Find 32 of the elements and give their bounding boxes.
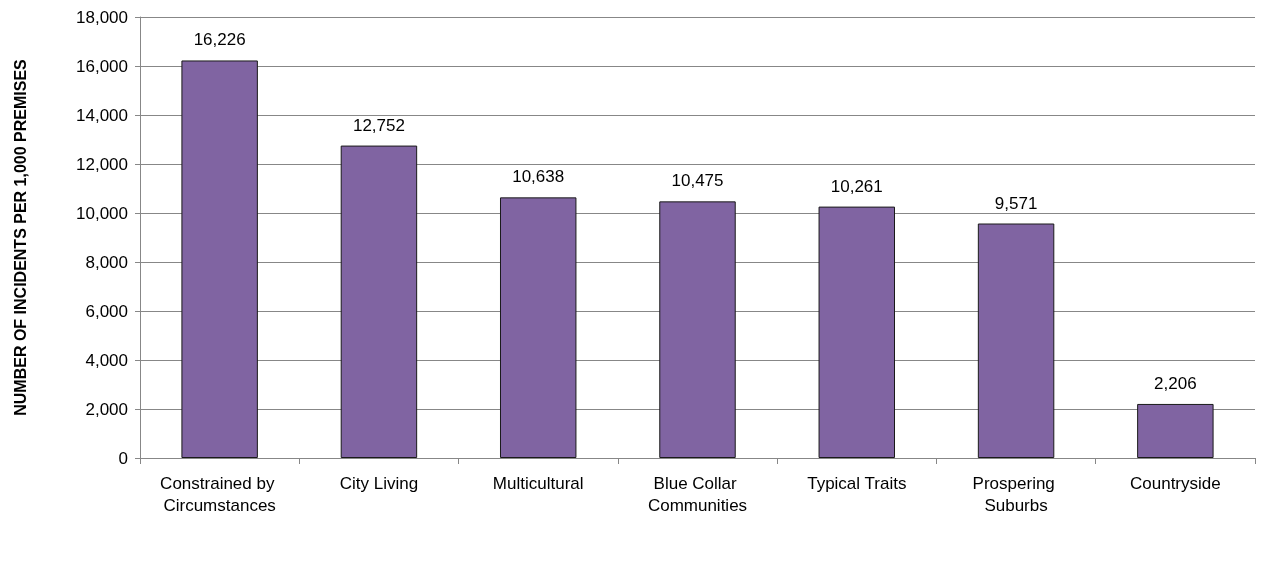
bar xyxy=(181,60,258,458)
data-label: 9,571 xyxy=(994,193,1038,213)
y-axis-title: NUMBER OF INCIDENTS PER 1,000 PREMISES xyxy=(11,58,29,416)
y-tick-label: 18,000 xyxy=(76,7,128,27)
y-tick-label: 10,000 xyxy=(76,203,128,223)
data-label: 12,752 xyxy=(352,115,405,135)
x-tick-label: Blue Collar Communities xyxy=(647,473,748,515)
y-tick-label: 16,000 xyxy=(76,56,128,76)
y-tick-label: 6,000 xyxy=(85,301,128,321)
bar xyxy=(818,206,896,458)
x-tick-label: Typical Traits xyxy=(807,473,907,493)
y-tick-label: 14,000 xyxy=(76,105,128,125)
x-tick-label: Countryside xyxy=(1130,473,1221,493)
y-tick-label: 8,000 xyxy=(85,252,128,272)
y-tick-label: 12,000 xyxy=(76,154,128,174)
y-tick-label: 0 xyxy=(118,448,128,468)
data-label: 10,261 xyxy=(830,176,883,196)
data-label: 10,475 xyxy=(671,171,724,191)
data-label: 2,206 xyxy=(1154,373,1197,393)
data-label: 16,226 xyxy=(193,30,246,50)
bar xyxy=(977,223,1055,458)
bar xyxy=(659,201,736,458)
x-tick-label: Multicultural xyxy=(492,473,584,493)
x-tick-label: Prospering Suburbs xyxy=(972,473,1060,515)
bar xyxy=(499,197,577,458)
y-tick-label: 2,000 xyxy=(85,399,128,419)
x-tick-label: Constrained by Circumstances xyxy=(160,473,280,515)
bar xyxy=(1137,403,1214,458)
data-label: 10,638 xyxy=(512,167,565,187)
y-tick-label: 4,000 xyxy=(85,350,128,370)
x-tick-label: City Living xyxy=(339,473,419,493)
bar xyxy=(340,145,418,458)
